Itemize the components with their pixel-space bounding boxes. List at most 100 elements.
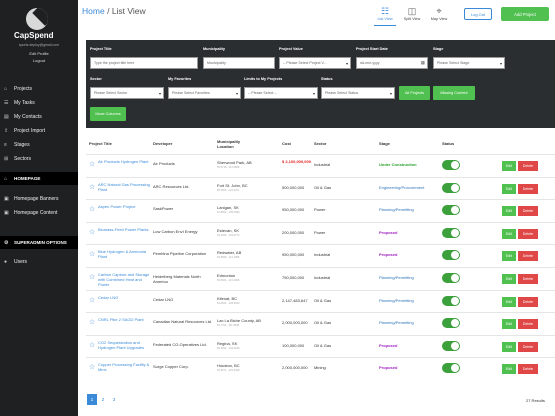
- status-toggle[interactable]: [442, 182, 460, 193]
- edit-button[interactable]: Edit: [502, 341, 516, 352]
- favorite-star-icon[interactable]: ☆: [89, 341, 96, 349]
- sidebar-item-users[interactable]: ● Users: [0, 255, 78, 268]
- favorite-star-icon[interactable]: ☆: [89, 183, 96, 191]
- split-view-button[interactable]: ◫ Split View: [401, 6, 423, 21]
- edit-button[interactable]: Edit: [502, 183, 516, 194]
- edit-button[interactable]: Edit: [502, 251, 516, 262]
- sidebar-item-my-contacts[interactable]: ▤ My Contacts: [0, 110, 78, 123]
- edit-button[interactable]: Edit: [502, 228, 516, 239]
- page-1-button[interactable]: 1: [87, 394, 97, 405]
- delete-button[interactable]: Delete: [518, 319, 538, 330]
- developer-cell: Low Carbon EnvI Energy: [153, 228, 198, 234]
- project-title-link[interactable]: CO2 Sequestration and Hydrogen Plant Upg…: [98, 339, 145, 350]
- delete-button[interactable]: Delete: [518, 364, 538, 375]
- sidebar-logout-link[interactable]: Logout: [32, 58, 46, 63]
- sidebar-item-my-tasks[interactable]: ☰ My Tasks: [0, 96, 78, 109]
- status-toggle[interactable]: [442, 295, 460, 306]
- status-toggle[interactable]: [442, 318, 460, 329]
- status-toggle[interactable]: [442, 340, 460, 351]
- col-project-title[interactable]: Project Title: [89, 141, 112, 146]
- delete-button[interactable]: Delete: [518, 251, 538, 262]
- banner-icon: ▣: [4, 195, 9, 202]
- sector-select[interactable]: Please Select Sector: [90, 87, 164, 99]
- sidebar-item-homepage-content[interactable]: ▣ Homepage Content: [0, 206, 78, 219]
- col-stage[interactable]: Stage: [379, 141, 390, 146]
- project-title-link[interactable]: Carbon Capture and Storage with Combined…: [98, 272, 150, 287]
- status-toggle[interactable]: [442, 205, 460, 216]
- favorite-star-icon[interactable]: ☆: [89, 228, 96, 236]
- stage-cell: Planning/Permitting: [379, 275, 414, 280]
- project-title-input[interactable]: Type the project title here: [90, 57, 198, 69]
- page-2-button[interactable]: 2: [101, 397, 105, 402]
- project-title-link[interactable]: Cedar LNG: [98, 294, 119, 300]
- sidebar-item-projects[interactable]: ⌂ Projects: [0, 82, 78, 95]
- delete-button[interactable]: Delete: [518, 206, 538, 217]
- settings-icon: ⚙: [4, 239, 9, 246]
- edit-button[interactable]: Edit: [502, 206, 516, 217]
- col-status[interactable]: Status: [442, 141, 455, 146]
- col-cost[interactable]: Cost: [282, 141, 291, 146]
- cost-cell: 100,000,000: [282, 342, 305, 348]
- delete-button[interactable]: Delete: [518, 228, 538, 239]
- project-title-link[interactable]: Biomass-Fired Power Plants: [98, 226, 149, 232]
- sidebar-item-sectors[interactable]: ⊞ Sectors: [0, 152, 78, 165]
- stage-cell: Proposed: [379, 252, 398, 258]
- col-sector[interactable]: Sector: [314, 141, 327, 146]
- favorite-star-icon[interactable]: ☆: [89, 364, 96, 372]
- missing-content-button[interactable]: Missing Content: [433, 86, 475, 100]
- favorite-star-icon[interactable]: ☆: [89, 296, 96, 304]
- all-projects-button[interactable]: All Projects: [399, 86, 430, 100]
- project-title-link[interactable]: Copper Processing Facility & Mine: [98, 362, 150, 373]
- edit-button[interactable]: Edit: [502, 161, 516, 171]
- edit-button[interactable]: Edit: [502, 296, 516, 307]
- project-value-select[interactable]: -- Please Select Project V...: [279, 57, 351, 69]
- project-title-link[interactable]: Blue Hydrogen & Ammonia Plant: [98, 249, 147, 260]
- delete-button[interactable]: Delete: [518, 296, 538, 307]
- delete-button[interactable]: Delete: [518, 183, 538, 194]
- sidebar-item-project-import[interactable]: ⇪ Project Import: [0, 124, 78, 137]
- delete-button[interactable]: Delete: [518, 161, 538, 171]
- favorite-star-icon[interactable]: ☆: [89, 206, 96, 214]
- favorite-star-icon[interactable]: ☆: [89, 319, 96, 327]
- status-toggle[interactable]: [442, 363, 460, 374]
- delete-button[interactable]: Delete: [518, 341, 538, 352]
- page-title: List View: [111, 6, 146, 16]
- delete-button[interactable]: Delete: [518, 274, 538, 284]
- favorite-star-icon[interactable]: ☆: [89, 161, 96, 168]
- favorite-star-icon[interactable]: ☆: [89, 274, 96, 281]
- add-project-button[interactable]: Add Project: [501, 7, 549, 21]
- list-view-button[interactable]: ☷ List View: [374, 6, 396, 26]
- start-date-input[interactable]: dd-mm-yyyy ▦: [356, 57, 428, 69]
- sidebar-item-stages[interactable]: ≡ Stages: [0, 138, 78, 151]
- favorite-star-icon[interactable]: ☆: [89, 251, 96, 259]
- favorites-select[interactable]: Please Select Favorites: [168, 87, 241, 99]
- status-toggle[interactable]: [442, 227, 460, 238]
- table-row: ☆ CNRL Pike 2 SAGD Plant Canadian Natural …: [86, 312, 555, 334]
- status-toggle[interactable]: [442, 160, 460, 170]
- calendar-icon[interactable]: ▦: [420, 60, 425, 65]
- project-title-link[interactable]: CNRL Pike 2 SAGD Plant: [98, 317, 144, 323]
- logout-button[interactable]: Log Out: [464, 8, 492, 20]
- page-3-button[interactable]: 3: [112, 397, 116, 402]
- move-columns-button[interactable]: Move Columns: [90, 107, 126, 121]
- status-toggle[interactable]: [442, 250, 460, 261]
- edit-button[interactable]: Edit: [502, 364, 516, 375]
- project-title-link[interactable]: Aspen Power Project: [98, 204, 136, 210]
- stage-select[interactable]: Please Select Stage: [433, 57, 505, 69]
- sector-cell: Industrial: [314, 275, 331, 280]
- col-municipality-location[interactable]: Municipality Location: [217, 139, 241, 149]
- breadcrumb-home[interactable]: Home: [82, 6, 105, 16]
- edit-profile-link[interactable]: Edit Profile: [29, 51, 49, 56]
- edit-button[interactable]: Edit: [502, 319, 516, 330]
- home-icon: ⌂: [4, 85, 8, 92]
- limits-select[interactable]: -- Please Select --: [244, 87, 318, 99]
- status-toggle[interactable]: [442, 273, 460, 283]
- map-view-button[interactable]: ⌖ Map View: [428, 6, 450, 21]
- sidebar-item-homepage-banners[interactable]: ▣ Homepage Banners: [0, 192, 78, 205]
- col-developer[interactable]: Developer: [153, 141, 173, 146]
- status-select[interactable]: Please Select Status: [321, 87, 395, 99]
- project-title-link[interactable]: Air Products Hydrogen Plant: [98, 159, 149, 164]
- edit-button[interactable]: Edit: [502, 274, 516, 284]
- municipality-input[interactable]: Municipality: [203, 57, 275, 69]
- project-title-link[interactable]: ARC Natural Gas Processing Plant: [98, 181, 150, 192]
